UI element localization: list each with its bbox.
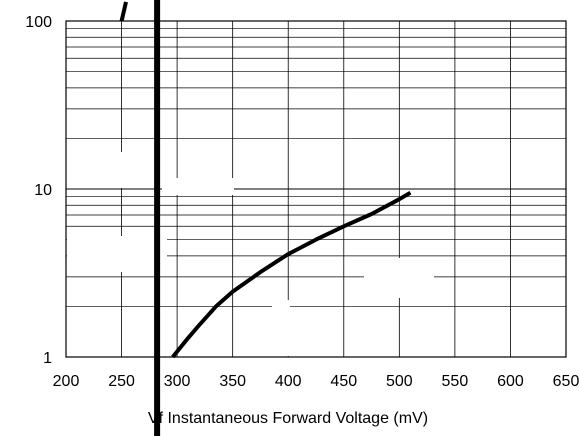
scan-artifact-mask	[67, 236, 167, 272]
reference-lines	[154, 0, 161, 436]
x-tick-label: 350	[219, 373, 246, 390]
vertical-reference-line	[154, 0, 161, 436]
plot-frame	[65, 20, 567, 358]
scan-artifact-mask	[162, 178, 234, 195]
x-tick-label: 200	[53, 373, 80, 390]
x-tick-label: 300	[164, 373, 191, 390]
x-tick-label: 400	[275, 373, 302, 390]
scan-artifact-mask	[272, 300, 290, 356]
x-tick-label: 450	[330, 373, 357, 390]
x-tick-label: 250	[108, 373, 135, 390]
grid-lines	[65, 21, 567, 358]
series-layer	[119, 1, 412, 359]
x-tick-label: 550	[442, 373, 469, 390]
x-tick-label: 600	[497, 373, 524, 390]
scan-artifact-mask	[67, 152, 169, 188]
x-tick-label: 500	[386, 373, 413, 390]
series-line-2	[119, 1, 128, 22]
series-line-1	[171, 190, 412, 359]
y-tick-label: 100	[25, 14, 52, 31]
scan-artifact-mask	[364, 258, 434, 298]
y-tick-label: 10	[34, 182, 52, 199]
y-tick-label: 1	[43, 350, 52, 367]
x-axis-title: Vf Instantaneous Forward Voltage (mV)	[148, 410, 428, 427]
tick-labels: 200 250 300 350 400 450 500 550 600 650 1 10 100	[25, 14, 579, 390]
x-tick-label: 650	[553, 373, 579, 390]
